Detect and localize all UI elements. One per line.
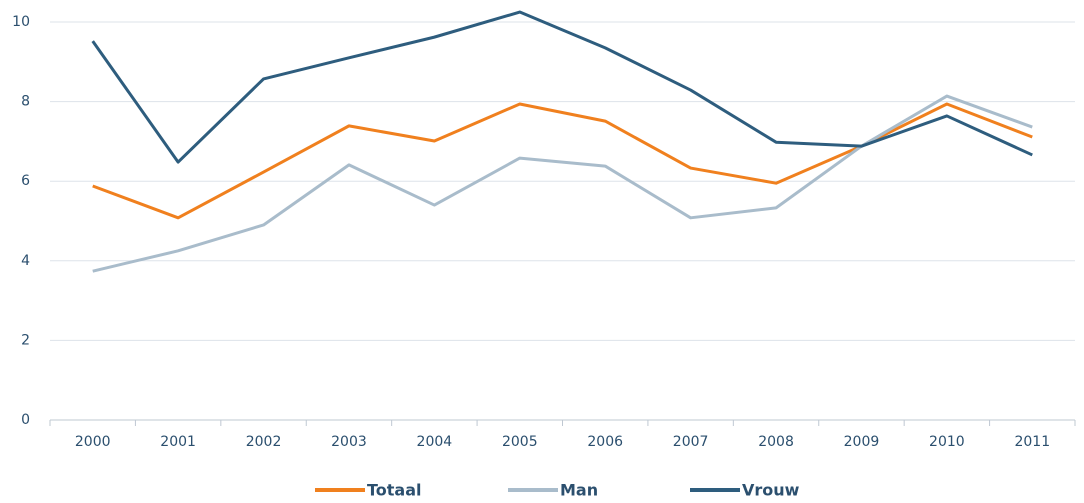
legend-label: Vrouw bbox=[742, 481, 800, 500]
x-tick-label: 2006 bbox=[587, 434, 623, 450]
x-tick-label: 2001 bbox=[160, 434, 196, 450]
x-tick-label: 2011 bbox=[1014, 434, 1050, 450]
series-line bbox=[91, 10, 1033, 164]
x-tick-label: 2002 bbox=[246, 434, 282, 450]
x-tick-label: 2009 bbox=[844, 434, 880, 450]
y-tick-label: 0 bbox=[21, 412, 30, 428]
x-tick-label: 2008 bbox=[758, 434, 794, 450]
series-line bbox=[92, 94, 1033, 273]
y-tick-label: 8 bbox=[21, 94, 30, 110]
legend-label: Totaal bbox=[367, 481, 422, 500]
x-tick-label: 2010 bbox=[929, 434, 965, 450]
x-tick-label: 2000 bbox=[75, 434, 111, 450]
x-tick-label: 2005 bbox=[502, 434, 538, 450]
x-tick-label: 2003 bbox=[331, 434, 367, 450]
legend-label: Man bbox=[560, 481, 598, 500]
y-tick-label: 2 bbox=[21, 332, 30, 348]
x-tick-label: 2004 bbox=[417, 434, 453, 450]
y-tick-label: 10 bbox=[12, 14, 30, 30]
y-tick-label: 6 bbox=[21, 173, 30, 189]
y-tick-label: 4 bbox=[21, 253, 30, 269]
x-tick-label: 2007 bbox=[673, 434, 709, 450]
